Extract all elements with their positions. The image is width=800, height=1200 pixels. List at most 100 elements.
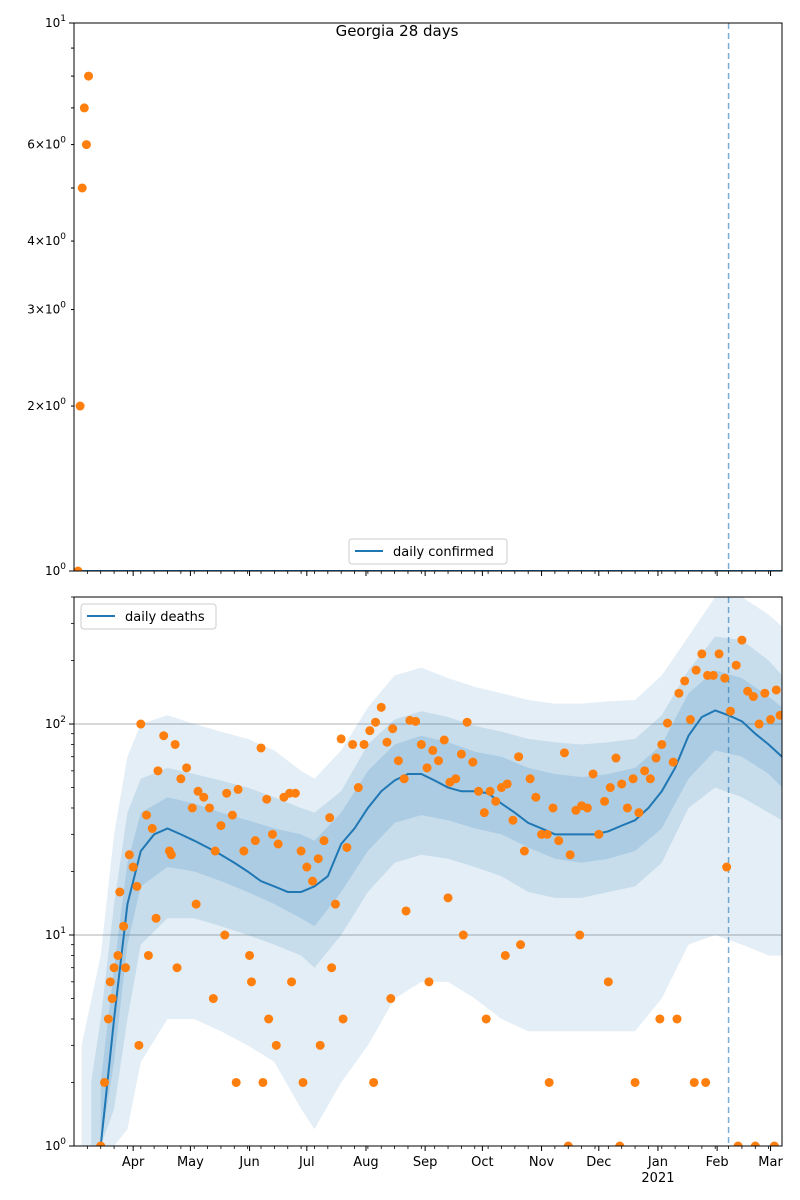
deaths-point (170, 739, 180, 749)
deaths-point (672, 1014, 682, 1024)
deaths-point (519, 846, 529, 856)
deaths-point (115, 887, 125, 897)
deaths-point (754, 719, 764, 729)
deaths-point (725, 706, 735, 716)
x-tick-label: Mar (758, 1155, 783, 1170)
x-tick-label: Oct (471, 1155, 493, 1170)
deaths-point (502, 779, 512, 789)
deaths-point (697, 649, 707, 659)
deaths-point (766, 715, 776, 725)
x-tick-label: Dec (586, 1155, 611, 1170)
confirmed-frame (73, 22, 783, 572)
deaths-point (96, 1141, 106, 1146)
deaths-point (737, 635, 747, 645)
deaths-point (204, 803, 214, 813)
deaths-point (371, 717, 381, 727)
deaths-point (516, 940, 526, 950)
deaths-point (151, 913, 161, 923)
deaths-point (771, 685, 781, 695)
chart-title: Georgia 28 days (336, 22, 459, 40)
deaths-point (611, 753, 621, 763)
deaths-point (439, 735, 449, 745)
deaths-point (159, 731, 169, 741)
legend-label-daily-confirmed: daily confirmed (393, 545, 494, 560)
deaths-point (588, 769, 598, 779)
deaths-point (113, 950, 123, 960)
deaths-point (645, 774, 655, 784)
deaths-point (315, 1040, 325, 1050)
confirmed-point (77, 183, 87, 193)
deaths-point (640, 766, 650, 776)
deaths-point (481, 1014, 491, 1024)
deaths-point (748, 692, 758, 702)
deaths-point (302, 862, 312, 872)
deaths-point (386, 994, 396, 1004)
deaths-point (176, 774, 186, 784)
x-tick-label: Feb (706, 1155, 729, 1170)
deaths-point (657, 739, 667, 749)
deaths-point (142, 810, 152, 820)
deaths-point (250, 836, 260, 846)
deaths-point (210, 846, 220, 856)
deaths-point (132, 881, 142, 891)
deaths-point (262, 794, 272, 804)
deaths-point (468, 757, 478, 767)
deaths-point (342, 842, 352, 852)
deaths-point (456, 749, 466, 759)
deaths-point (451, 774, 461, 784)
deaths-point (325, 813, 335, 823)
deaths-point (655, 1014, 665, 1024)
deaths-point (348, 739, 358, 749)
deaths-point (542, 829, 552, 839)
deaths-point (187, 803, 197, 813)
deaths-point (443, 893, 453, 903)
x-tick-label: Sep (413, 1155, 438, 1170)
deaths-point (731, 660, 741, 670)
x-tick-label: Nov (529, 1155, 555, 1170)
deaths-point (424, 977, 434, 987)
deaths-point (336, 734, 346, 744)
deaths-point (308, 876, 318, 886)
deaths-point (136, 719, 146, 729)
deaths-point (166, 850, 176, 860)
deaths-point (720, 673, 730, 683)
deaths-legend: daily deaths (80, 603, 217, 630)
deaths-point (628, 774, 638, 784)
deaths-point (220, 930, 230, 940)
x-tick-sublabel: 2021 (641, 1171, 674, 1186)
x-tick-label: Jul (298, 1155, 315, 1170)
deaths-point (353, 783, 363, 793)
deaths-point (458, 930, 468, 940)
deaths-point (359, 739, 369, 749)
deaths-point (124, 850, 134, 860)
deaths-point (708, 670, 718, 680)
deaths-point (559, 748, 569, 758)
confirmed-point (79, 103, 89, 113)
deaths-point (531, 792, 541, 802)
deaths-point (514, 752, 524, 762)
deaths-point (594, 829, 604, 839)
deaths-point (172, 963, 182, 973)
deaths-point (674, 688, 684, 698)
x-tick-label: Jun (238, 1155, 259, 1170)
deaths-point (554, 836, 564, 846)
deaths-point (433, 756, 443, 766)
y-tick-label: 3×100 (27, 301, 66, 317)
x-tick-label: Apr (122, 1155, 145, 1170)
deaths-point (147, 823, 157, 833)
deaths-point (227, 810, 237, 820)
deaths-point (701, 1077, 711, 1087)
deaths-point (319, 836, 329, 846)
deaths-point (199, 792, 209, 802)
deaths-point (143, 950, 153, 960)
deaths-frame (73, 596, 783, 1147)
deaths-point (182, 763, 192, 773)
y-tick-label: 6×100 (27, 136, 66, 152)
deaths-point (775, 710, 782, 720)
deaths-point (365, 726, 375, 736)
deaths-point (376, 702, 386, 712)
deaths-point (722, 862, 732, 872)
deaths-point (668, 757, 678, 767)
